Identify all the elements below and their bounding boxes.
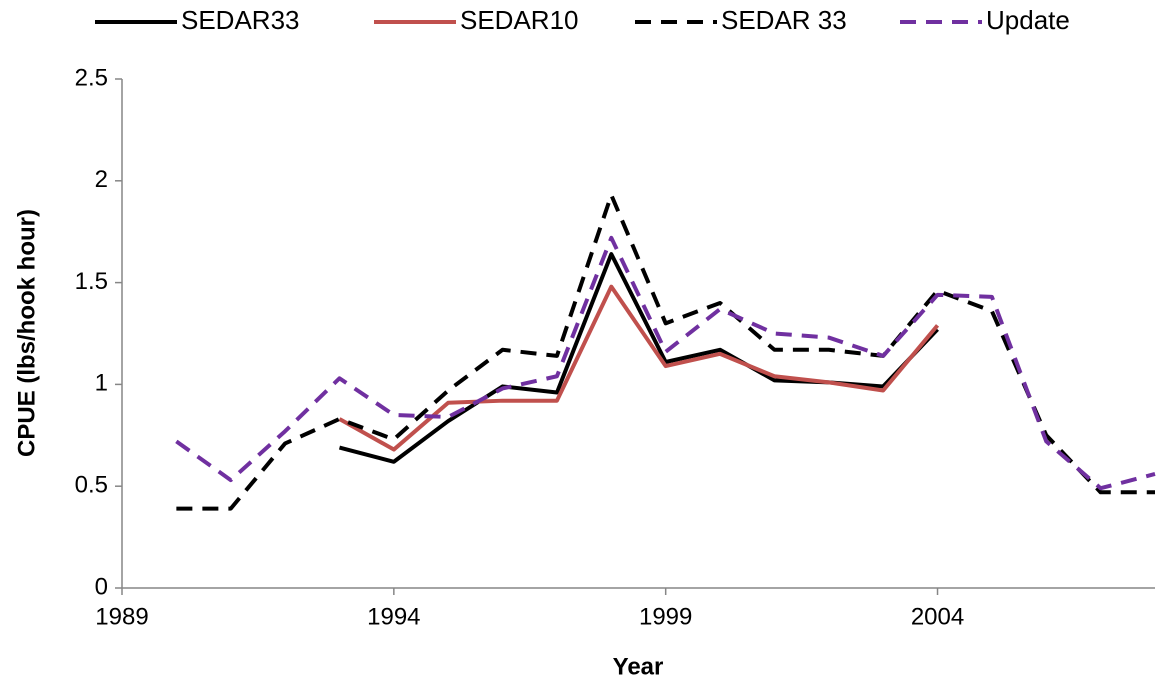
- x-tick-label: 1999: [639, 603, 692, 630]
- x-tick-label: 1989: [95, 603, 148, 630]
- legend-label: SEDAR10: [460, 5, 579, 35]
- y-tick-label: 1: [95, 370, 108, 397]
- series-line: [176, 193, 1155, 511]
- legend-label: SEDAR 33: [721, 5, 847, 35]
- y-tick-label: 1.5: [75, 268, 108, 295]
- series-line: [175, 235, 1156, 491]
- y-axis-label: CPUE (lbs/hook hour): [13, 209, 40, 457]
- y-tick-label: 0: [95, 573, 108, 600]
- series-line: [338, 284, 940, 452]
- x-axis-label: Year: [613, 653, 664, 680]
- y-tick-label: 2: [95, 166, 108, 193]
- legend-label: Update: [986, 5, 1070, 35]
- series-line: [338, 252, 939, 464]
- x-tick-label: 1994: [367, 603, 420, 630]
- y-tick-label: 0.5: [75, 472, 108, 499]
- x-tick-label: 2004: [911, 603, 964, 630]
- legend-label: SEDAR33: [181, 5, 300, 35]
- y-tick-label: 2.5: [75, 64, 108, 91]
